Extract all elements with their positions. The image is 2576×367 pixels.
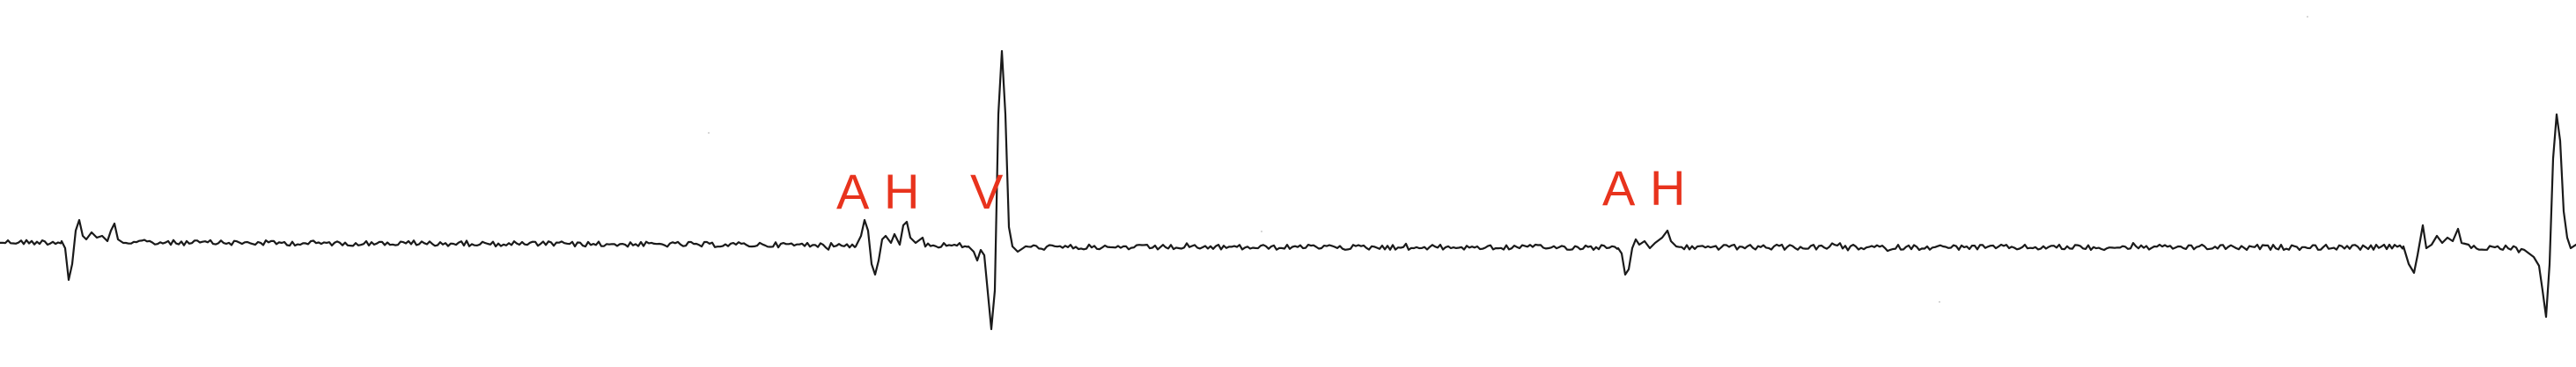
paper-speck <box>708 132 710 134</box>
ventricular-deflection-label-1: V <box>970 164 1004 219</box>
atrial-deflection-label-1: A <box>836 164 870 219</box>
paper-speck <box>1261 231 1262 232</box>
atrial-deflection-label-2: A <box>1602 160 1636 216</box>
electrogram-waveform-line <box>0 49 2576 331</box>
his-deflection-label-1: H <box>884 164 920 219</box>
paper-speck <box>1939 301 1940 303</box>
his-deflection-label-2: H <box>1650 160 1686 216</box>
paper-speck <box>2307 16 2308 18</box>
